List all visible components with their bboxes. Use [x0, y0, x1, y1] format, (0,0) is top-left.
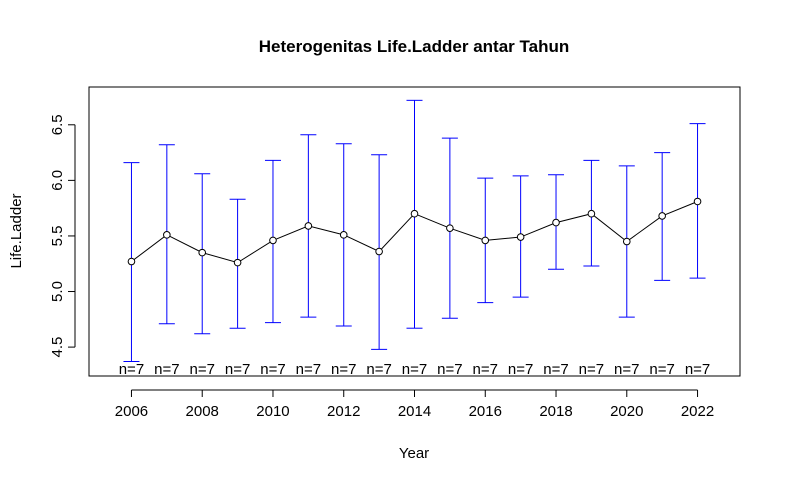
y-tick-label: 4.5 [49, 337, 66, 358]
mean-point [269, 236, 277, 245]
n-label: n=7 [685, 361, 710, 378]
x-tick-label: 2008 [186, 403, 219, 420]
y-tick-label: 5.5 [49, 226, 66, 247]
x-tick-label: 2010 [256, 403, 289, 420]
x-tick-label: 2014 [398, 403, 431, 420]
mean-point [304, 222, 313, 230]
n-label: n=7 [579, 361, 604, 378]
mean-point [163, 231, 171, 239]
mean-point [339, 231, 348, 239]
n-label: n=7 [154, 361, 179, 378]
mean-point [410, 209, 419, 218]
n-label: n=7 [543, 361, 568, 378]
chart-title: Heterogenitas Life.Ladder antar Tahun [259, 37, 569, 56]
n-label: n=7 [331, 361, 356, 378]
n-label: n=7 [189, 361, 214, 378]
y-tick-label: 5.0 [49, 281, 66, 302]
plot-marks: n=7 n=7 n=7 n=7 n=7 n=7 n=7 n=7 n=7 n=7 n=7 n=7 n=7 n… [119, 99, 710, 378]
mean-point [587, 209, 596, 218]
mean-point [127, 257, 136, 266]
n-label: n=7 [225, 361, 250, 378]
x-axis: 2006 2008 2010 2012 2014 2016 2018 2020 2022 [115, 389, 714, 420]
n-label: n=7 [473, 361, 498, 378]
n-label: n=7 [402, 361, 427, 378]
n-label: n=7 [614, 361, 639, 378]
mean-point [516, 233, 525, 241]
n-label: n=7 [649, 361, 674, 378]
x-tick-label: 2016 [469, 403, 502, 420]
mean-point [622, 237, 631, 246]
n-label: n=7 [119, 361, 144, 378]
plot-frame [88, 86, 741, 377]
mean-point [552, 218, 560, 227]
y-tick-label: 6.5 [49, 114, 66, 135]
mean-point [693, 197, 702, 206]
mean-point [375, 247, 383, 256]
n-label: n=7 [260, 361, 285, 378]
x-tick-label: 2018 [539, 403, 572, 420]
x-tick-label: 2022 [681, 403, 714, 420]
mean-point [198, 248, 207, 257]
n-label: n=7 [437, 361, 462, 378]
mean-point [446, 224, 454, 232]
x-axis-label: Year [399, 445, 429, 462]
mean-point [481, 236, 490, 245]
x-tick-label: 2012 [327, 403, 360, 420]
n-label: n=7 [366, 361, 391, 378]
mean-point [658, 212, 666, 220]
x-tick-label: 2020 [610, 403, 643, 420]
y-axis: 4.5 5.0 5.5 6.0 6.5 [49, 114, 76, 358]
y-tick-label: 6.0 [49, 170, 66, 191]
x-tick-label: 2006 [115, 403, 148, 420]
n-label: n=7 [296, 361, 321, 378]
y-axis-label: Life.Ladder [8, 193, 25, 268]
mean-point [233, 258, 242, 267]
n-label: n=7 [508, 361, 533, 378]
